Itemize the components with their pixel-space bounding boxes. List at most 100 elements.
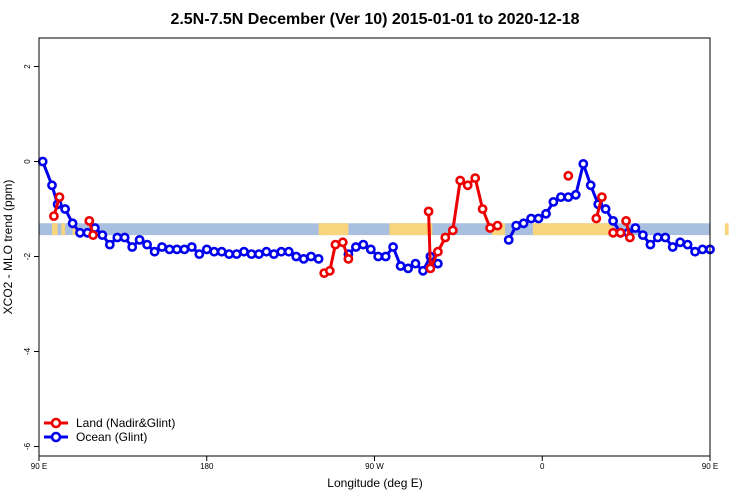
ocean-data-point [432, 258, 443, 269]
ocean-data-point [104, 239, 115, 250]
legend-label: Land (Nadir&Glint) [76, 416, 175, 430]
ocean-data-point [149, 246, 160, 257]
ocean-data-point [253, 249, 264, 259]
ocean-data-point [134, 234, 145, 245]
land-band-segment [72, 223, 77, 236]
ocean-data-point [209, 246, 220, 257]
ocean-data-point [697, 244, 708, 255]
ocean-data-point [261, 246, 272, 257]
land-data-point [432, 246, 443, 257]
land-data-point [455, 175, 466, 186]
land-data-point [492, 220, 503, 231]
ocean-data-point [127, 242, 138, 252]
ocean-data-point [97, 230, 108, 240]
ocean-data-point [503, 234, 514, 245]
ocean-data-point [578, 158, 589, 169]
land-band-segment [52, 223, 58, 236]
y-axis: 2 0 -2 -4 -6 [23, 64, 39, 450]
ocean-data-point [630, 223, 641, 233]
land-data-point [625, 232, 635, 243]
ocean-series [37, 156, 715, 276]
land-band-segment [61, 223, 66, 236]
land-band-segment [532, 223, 614, 236]
legend-label: Ocean (Glint) [76, 430, 147, 444]
ocean-data-point [563, 192, 574, 202]
ocean-data-point [570, 189, 581, 200]
ocean-data-point [608, 215, 618, 226]
ocean-data-point [75, 227, 85, 238]
ocean-data-point [600, 204, 611, 214]
x-tick-label: 90 E [31, 462, 47, 471]
ocean-data-point [388, 242, 398, 252]
ocean-data-point [410, 258, 421, 269]
land-band-segment [318, 223, 349, 236]
ocean-series-line [41, 160, 320, 261]
land-series [49, 170, 635, 278]
y-tick-label: -6 [23, 442, 32, 450]
ocean-data-point [533, 213, 544, 224]
ocean-data-point [365, 244, 376, 255]
ocean-data-point [682, 239, 693, 250]
land-data-point [447, 225, 458, 236]
land-data-point [563, 170, 574, 181]
land-data-point [591, 213, 602, 224]
ocean-data-point [380, 251, 391, 262]
land-data-point [423, 206, 434, 217]
land-band-segment [724, 223, 729, 236]
land-data-point [597, 192, 607, 202]
ocean-data-point [667, 242, 678, 252]
ocean-data-point [518, 218, 529, 229]
land-data-point [49, 211, 59, 221]
y-tick-label: -4 [23, 347, 32, 355]
ocean-data-point [403, 263, 413, 274]
ocean-data-point [373, 251, 384, 262]
y-tick-label: -2 [23, 252, 32, 260]
land-data-point [337, 237, 348, 248]
ocean-data-point [652, 232, 663, 243]
ocean-data-point [548, 196, 559, 207]
ocean-band [39, 223, 710, 236]
ocean-data-point [291, 251, 302, 262]
ocean-data-point [239, 246, 249, 257]
land-data-point [462, 180, 473, 191]
land-band-segment [389, 223, 433, 236]
land-data-point [440, 232, 451, 243]
ocean-data-point [645, 239, 656, 250]
ocean-data-point [541, 208, 551, 219]
ocean-data-point [142, 239, 152, 250]
y-tick-label: 0 [23, 159, 32, 164]
ocean-data-point [194, 249, 205, 259]
ocean-data-point [186, 242, 197, 252]
ocean-data-point [276, 246, 287, 257]
legend-marker [50, 431, 62, 443]
ocean-data-point [60, 204, 70, 214]
ocean-data-point [638, 230, 648, 240]
legend: Land (Nadir&Glint)Ocean (Glint) [44, 416, 175, 444]
y-tick-label: 2 [23, 64, 32, 69]
ocean-data-point [157, 242, 167, 252]
land-data-point [84, 215, 95, 226]
x-tick-label: 0 [540, 462, 545, 471]
ocean-data-point [67, 218, 78, 229]
land-data-point [615, 227, 626, 238]
y-axis-label: XCO2 - MLO trend (ppm) [1, 180, 15, 315]
land-data-point [621, 215, 631, 226]
x-tick-label: 180 [200, 462, 214, 471]
land-data-point [88, 230, 98, 240]
legend-marker [50, 417, 62, 429]
ocean-data-point [224, 249, 234, 259]
ocean-data-point [37, 156, 48, 167]
ocean-data-point [283, 246, 294, 257]
legend-item-land: Land (Nadir&Glint) [44, 416, 175, 430]
ocean-data-point [585, 180, 596, 191]
legend-item-ocean: Ocean (Glint) [44, 430, 147, 444]
land-data-point [477, 204, 488, 214]
ocean-data-point [119, 232, 130, 243]
ocean-data-point [47, 180, 57, 191]
ocean-data-point [313, 253, 324, 264]
land-data-point [470, 173, 481, 183]
x-axis-label: Longitude (deg E) [327, 476, 422, 490]
land-data-point [425, 263, 436, 274]
land-data-point [54, 192, 65, 202]
